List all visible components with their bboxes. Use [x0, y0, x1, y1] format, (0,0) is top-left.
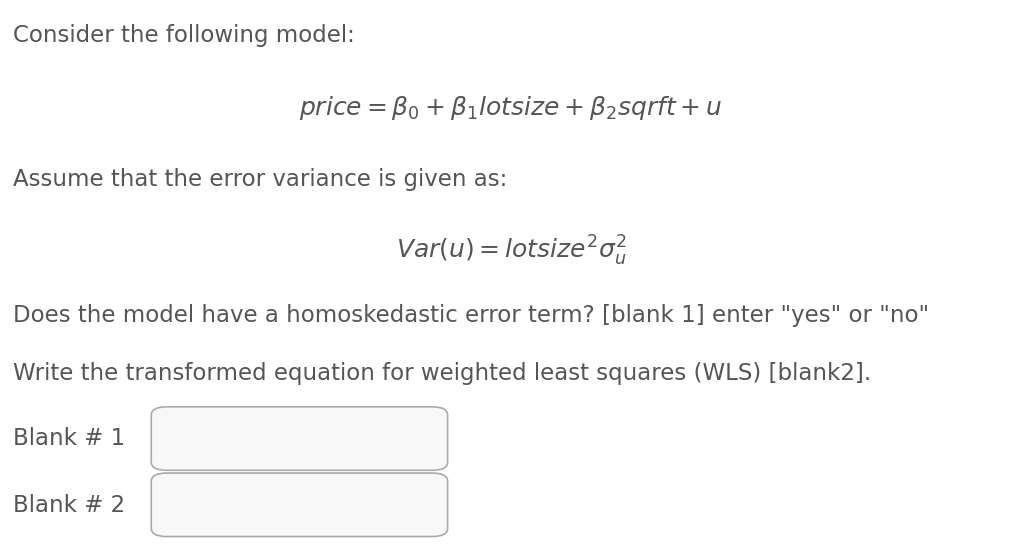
Text: Consider the following model:: Consider the following model: — [13, 24, 355, 47]
FancyBboxPatch shape — [151, 473, 448, 537]
Text: Does the model have a homoskedastic error term? [blank 1] enter "yes" or "no": Does the model have a homoskedastic erro… — [13, 304, 929, 327]
Text: Write the transformed equation for weighted least squares (WLS) [blank2].: Write the transformed equation for weigh… — [13, 362, 872, 385]
Text: $price = \beta_0 + \beta_1 lotsize + \beta_2 sqrft + u$: $price = \beta_0 + \beta_1 lotsize + \be… — [299, 94, 723, 121]
FancyBboxPatch shape — [151, 407, 448, 470]
Text: Assume that the error variance is given as:: Assume that the error variance is given … — [13, 168, 508, 191]
Text: Blank # 2: Blank # 2 — [13, 493, 126, 517]
Text: $Var(u) = lotsize^2\sigma_u^2$: $Var(u) = lotsize^2\sigma_u^2$ — [396, 234, 626, 268]
Text: Blank # 1: Blank # 1 — [13, 427, 126, 450]
